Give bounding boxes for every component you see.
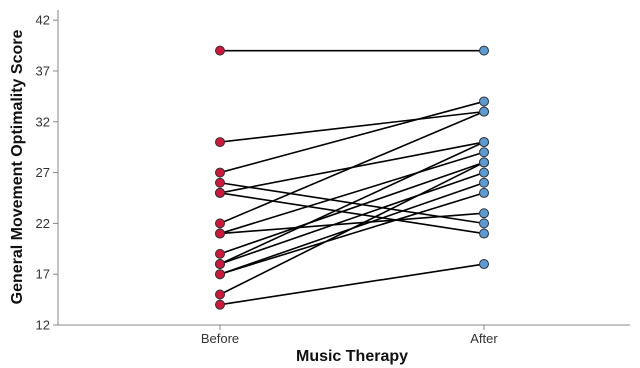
- before-point: [215, 177, 225, 188]
- pair-line: [219, 110, 485, 225]
- pair-line: [219, 100, 485, 174]
- y-tick-label: 42: [36, 13, 50, 28]
- before-point: [215, 269, 225, 280]
- after-point: [479, 208, 489, 219]
- y-tick-label: 32: [36, 114, 50, 129]
- pair-line: [219, 141, 485, 265]
- pair-line: [219, 263, 485, 306]
- before-point: [215, 167, 225, 178]
- x-tick-label: After: [470, 331, 498, 346]
- pair-lines: [219, 49, 485, 306]
- after-point: [479, 96, 489, 107]
- points: [215, 45, 489, 310]
- axes: [57, 10, 630, 326]
- y-axis-title: General Movement Optimality Score: [9, 30, 26, 305]
- y-tick-label: 22: [36, 216, 50, 231]
- pair-line: [219, 151, 485, 235]
- pair-line: [219, 110, 485, 143]
- before-point: [215, 228, 225, 239]
- pair-line: [219, 212, 485, 235]
- x-axis-title: Music Therapy: [296, 348, 408, 365]
- before-point: [215, 248, 225, 259]
- pair-line: [219, 161, 485, 296]
- after-point: [479, 167, 489, 178]
- after-point: [479, 218, 489, 229]
- y-tick-label: 27: [36, 165, 50, 180]
- before-point: [215, 218, 225, 229]
- x-tick-label: Before: [201, 331, 239, 346]
- after-point: [479, 177, 489, 188]
- y-ticks: 12 17 22 27 32 37 42: [36, 13, 58, 333]
- pair-line: [219, 171, 485, 265]
- pair-line: [219, 192, 485, 235]
- pair-line: [219, 192, 485, 275]
- after-point: [479, 45, 489, 56]
- before-point: [215, 45, 225, 56]
- after-point: [479, 187, 489, 198]
- after-point: [479, 137, 489, 148]
- pair-line: [219, 161, 485, 255]
- y-tick-label: 37: [36, 63, 50, 78]
- after-point: [479, 106, 489, 117]
- after-point: [479, 259, 489, 270]
- before-point: [215, 299, 225, 310]
- y-tick-label: 12: [36, 318, 50, 333]
- before-point: [215, 259, 225, 270]
- after-point: [479, 147, 489, 158]
- before-point: [215, 187, 225, 198]
- before-point: [215, 137, 225, 148]
- after-point: [479, 228, 489, 239]
- y-tick-label: 17: [36, 267, 50, 282]
- before-point: [215, 289, 225, 300]
- x-ticks: Before After: [201, 325, 498, 346]
- after-point: [479, 157, 489, 168]
